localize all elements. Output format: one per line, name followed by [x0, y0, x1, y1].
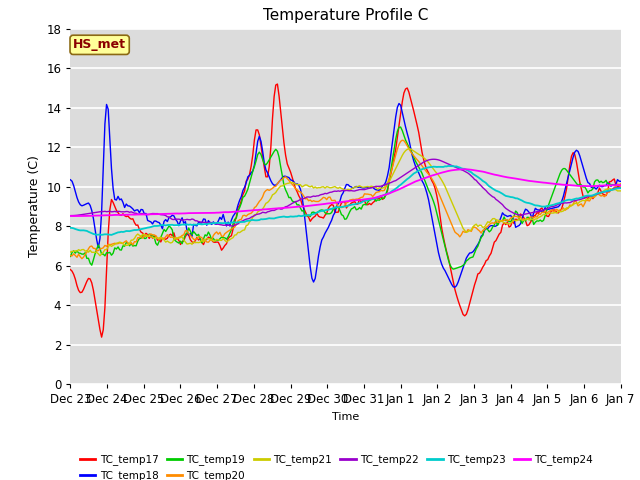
Y-axis label: Temperature (C): Temperature (C)	[28, 156, 41, 257]
Text: HS_met: HS_met	[73, 38, 126, 51]
X-axis label: Time: Time	[332, 411, 359, 421]
Title: Temperature Profile C: Temperature Profile C	[263, 9, 428, 24]
Legend: TC_temp17, TC_temp18, TC_temp19, TC_temp20, TC_temp21, TC_temp22, TC_temp23, TC_: TC_temp17, TC_temp18, TC_temp19, TC_temp…	[76, 450, 597, 480]
